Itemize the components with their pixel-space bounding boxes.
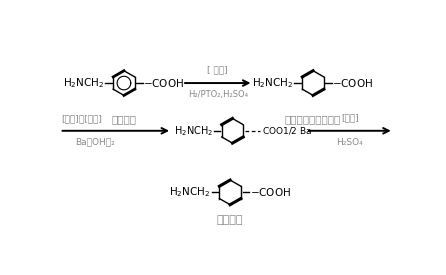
Text: $\mathsf{H_2NCH_2}$: $\mathsf{H_2NCH_2}$ [174, 124, 213, 138]
Text: $\mathsf{COO1/2\ Ba}$: $\mathsf{COO1/2\ Ba}$ [262, 125, 312, 136]
Text: Ba（OH）₂: Ba（OH）₂ [75, 138, 115, 147]
Text: 对氨甲基环己烷羧酸: 对氨甲基环己烷羧酸 [285, 114, 341, 124]
Text: H₂/PTO₂,H₂SO₄: H₂/PTO₂,H₂SO₄ [188, 90, 248, 99]
Text: 氨甲环酸: 氨甲环酸 [217, 216, 244, 225]
Text: $\mathsf{H_2NCH_2}$: $\mathsf{H_2NCH_2}$ [252, 76, 293, 90]
Text: [ 氢化]: [ 氢化] [207, 65, 228, 75]
Text: $\mathsf{-COOH}$: $\mathsf{-COOH}$ [332, 77, 373, 89]
Text: [转化]，[水解]: [转化]，[水解] [61, 114, 102, 123]
Text: [中和]: [中和] [341, 113, 359, 122]
Text: $\mathsf{H_2NCH_2}$: $\mathsf{H_2NCH_2}$ [169, 186, 211, 199]
Text: $\mathsf{-COOH}$: $\mathsf{-COOH}$ [249, 186, 290, 198]
Text: $\mathsf{H_2NCH_2}$: $\mathsf{H_2NCH_2}$ [63, 76, 104, 90]
Text: H₂SO₄: H₂SO₄ [336, 138, 363, 147]
Text: $\mathsf{-COOH}$: $\mathsf{-COOH}$ [143, 77, 184, 89]
Text: 氨甲苯酸: 氨甲苯酸 [112, 114, 136, 124]
